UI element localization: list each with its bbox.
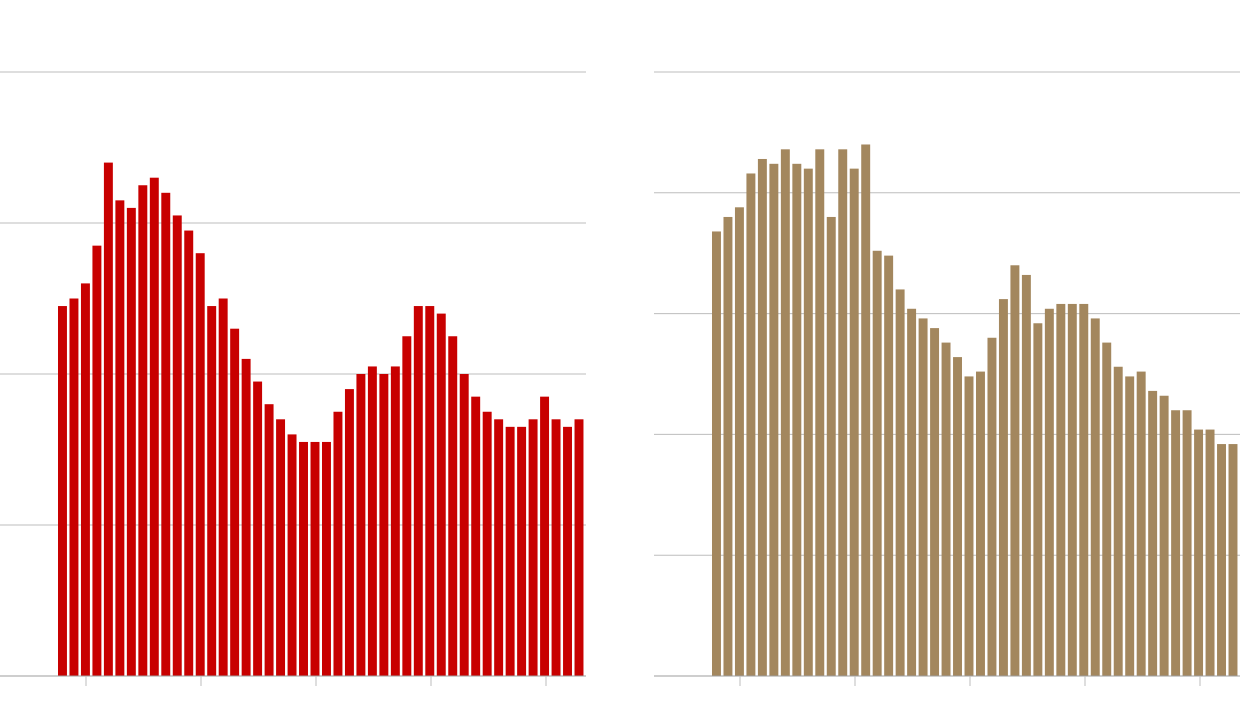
- bar: [448, 336, 458, 676]
- bar: [723, 216, 733, 676]
- bar: [1125, 376, 1135, 676]
- bar: [207, 306, 217, 676]
- bar: [563, 426, 572, 676]
- bar: [1021, 274, 1031, 676]
- bar: [1102, 342, 1112, 676]
- bar: [849, 168, 859, 676]
- bar: [287, 434, 297, 676]
- bar: [861, 144, 871, 677]
- bar: [941, 342, 951, 676]
- bar: [712, 231, 721, 676]
- bar: [126, 207, 136, 676]
- bar: [344, 389, 354, 676]
- bar: [103, 162, 113, 677]
- bar: [80, 283, 90, 676]
- bar: [792, 163, 802, 676]
- bar: [769, 163, 779, 676]
- bar: [895, 289, 905, 676]
- bar: [918, 318, 928, 676]
- bar: [1148, 390, 1158, 676]
- bar: [92, 245, 102, 676]
- bar: [1056, 303, 1066, 676]
- bar: [734, 207, 744, 677]
- bar: [402, 336, 412, 676]
- bar: [494, 419, 504, 676]
- bar: [1010, 265, 1020, 676]
- bar: [58, 306, 67, 676]
- bar: [149, 177, 159, 676]
- bar: [1113, 366, 1123, 676]
- bar: [987, 337, 997, 676]
- bar: [390, 366, 400, 676]
- bar: [1205, 429, 1215, 676]
- bar: [872, 250, 882, 676]
- bar: [815, 149, 825, 676]
- bar: [138, 185, 148, 676]
- bar: [471, 396, 481, 676]
- bar: [436, 313, 446, 676]
- bar: [1217, 444, 1226, 676]
- bar: [998, 299, 1008, 676]
- bar: [746, 173, 756, 676]
- bar: [333, 411, 343, 676]
- bar: [1182, 410, 1192, 676]
- bar: [413, 306, 423, 676]
- bar: [299, 441, 308, 676]
- bar: [264, 404, 274, 676]
- bar: [161, 192, 171, 677]
- bar: [976, 371, 985, 676]
- bar: [1067, 303, 1077, 676]
- bar: [322, 441, 331, 676]
- bar: [115, 200, 125, 676]
- bar: [230, 328, 240, 676]
- bar: [218, 298, 228, 676]
- bar: [172, 215, 182, 676]
- bar: [69, 298, 79, 676]
- bar: [367, 366, 377, 676]
- bar: [1044, 308, 1054, 676]
- bar: [276, 419, 286, 676]
- bar: [1194, 429, 1204, 676]
- bar: [884, 255, 894, 676]
- bar: [310, 441, 320, 676]
- bar: [803, 168, 813, 676]
- bar: [195, 253, 205, 676]
- bar: [379, 374, 389, 676]
- chart-panel-left: [0, 71, 586, 686]
- bar: [574, 419, 584, 676]
- bar: [826, 216, 836, 676]
- bar: [1136, 371, 1146, 676]
- bar: [953, 357, 962, 676]
- bar: [241, 358, 251, 676]
- bar: [528, 419, 538, 676]
- bar: [540, 396, 550, 676]
- bar: [1228, 444, 1238, 676]
- bar: [482, 411, 492, 676]
- bar: [907, 308, 917, 676]
- bar: [1033, 323, 1043, 676]
- bar: [356, 374, 366, 676]
- bar: [838, 149, 848, 676]
- bar: [930, 328, 940, 676]
- bar: [780, 149, 790, 676]
- bar: [964, 376, 974, 676]
- bar: [757, 158, 767, 677]
- bar: [184, 230, 194, 677]
- bar: [425, 306, 435, 676]
- bar: [517, 426, 527, 676]
- bar: [1159, 395, 1169, 676]
- bar: [253, 381, 263, 676]
- bar: [1171, 410, 1181, 676]
- bar: [1079, 303, 1089, 676]
- bar: [551, 419, 561, 676]
- bar: [1090, 318, 1100, 676]
- chart-panel-right: [654, 71, 1240, 686]
- bar: [505, 426, 515, 676]
- bar: [459, 374, 469, 676]
